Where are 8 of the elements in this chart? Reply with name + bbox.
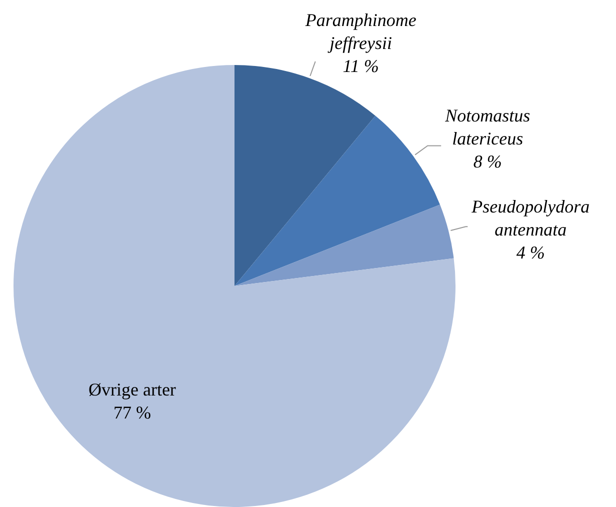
slice-label: Øvrige arter: [88, 379, 176, 400]
data-label: 11 %: [342, 56, 379, 76]
slice-label: Pseudopolydora antennata: [470, 196, 590, 240]
slice-label: Notomastus latericeus: [444, 105, 530, 148]
data-label: 8 %: [473, 151, 502, 172]
data-label: 77 %: [113, 402, 151, 422]
data-label: 4 %: [516, 242, 545, 263]
slice-label: Paramphinome jeffreysii: [304, 10, 416, 54]
